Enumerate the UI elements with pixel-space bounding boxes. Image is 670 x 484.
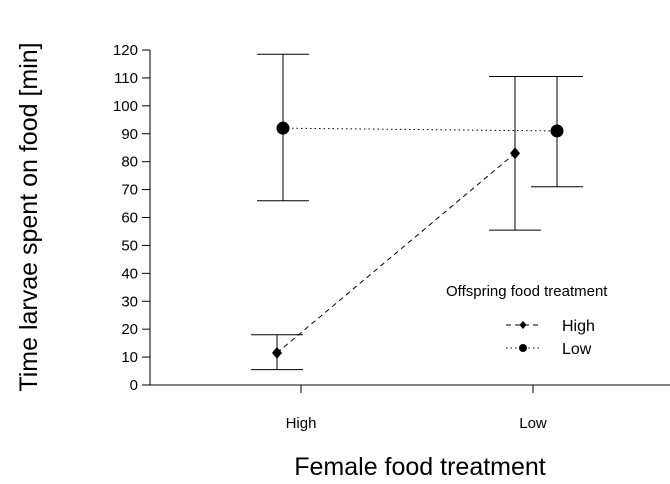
y-tick-label: 110 (114, 70, 138, 87)
series-layer (251, 53, 583, 371)
y-axis-ticks: 0 10 20 30 40 50 60 70 80 90 100 110 120 (113, 42, 150, 394)
series-line (282, 127, 558, 132)
y-tick-label: 10 (121, 349, 138, 366)
legend-title: Offspring food treatment (446, 283, 608, 300)
legend-item-high: High (506, 318, 595, 335)
series-line (276, 152, 516, 354)
y-tick-label: 50 (121, 237, 138, 254)
x-tick-label: High (286, 415, 317, 432)
y-tick-label: 30 (121, 293, 138, 310)
data-point (272, 346, 282, 359)
data-point (550, 124, 564, 138)
y-tick-label: 20 (121, 321, 138, 338)
legend-marker (519, 344, 527, 352)
legend-label: High (562, 318, 595, 335)
legend-item-low: Low (506, 341, 592, 358)
series-high (251, 76, 541, 371)
y-tick-label: 40 (121, 265, 138, 282)
y-axis-title: Time larvae spent on food [min] (15, 42, 43, 391)
legend: Offspring food treatment High Low (446, 283, 608, 358)
data-point (510, 147, 520, 160)
data-point (276, 121, 290, 135)
y-tick-label: 60 (121, 210, 138, 227)
x-axis-ticks: High Low (286, 385, 547, 432)
x-tick-label: Low (519, 415, 547, 432)
y-tick-label: 0 (130, 377, 138, 394)
y-tick-label: 90 (121, 126, 138, 143)
series-low (257, 53, 583, 202)
legend-label: Low (562, 341, 592, 358)
x-axis-title: Female food treatment (294, 453, 546, 481)
legend-marker (519, 321, 527, 329)
y-tick-label: 80 (121, 154, 138, 171)
y-tick-label: 120 (113, 42, 138, 59)
y-tick-label: 100 (113, 98, 138, 115)
y-tick-label: 70 (121, 182, 138, 199)
